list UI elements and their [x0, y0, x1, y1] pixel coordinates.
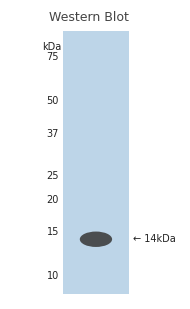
Text: 37: 37 — [47, 129, 59, 138]
Text: ← 14kDa: ← 14kDa — [133, 234, 176, 244]
Text: 20: 20 — [47, 196, 59, 205]
Text: 75: 75 — [46, 52, 59, 61]
Text: 25: 25 — [46, 171, 59, 181]
Text: 15: 15 — [47, 227, 59, 237]
Text: Western Blot: Western Blot — [49, 11, 129, 24]
Ellipse shape — [80, 231, 112, 247]
Bar — [63, 31, 129, 294]
Text: 50: 50 — [47, 96, 59, 106]
Text: kDa: kDa — [42, 42, 61, 52]
Text: 10: 10 — [47, 271, 59, 281]
